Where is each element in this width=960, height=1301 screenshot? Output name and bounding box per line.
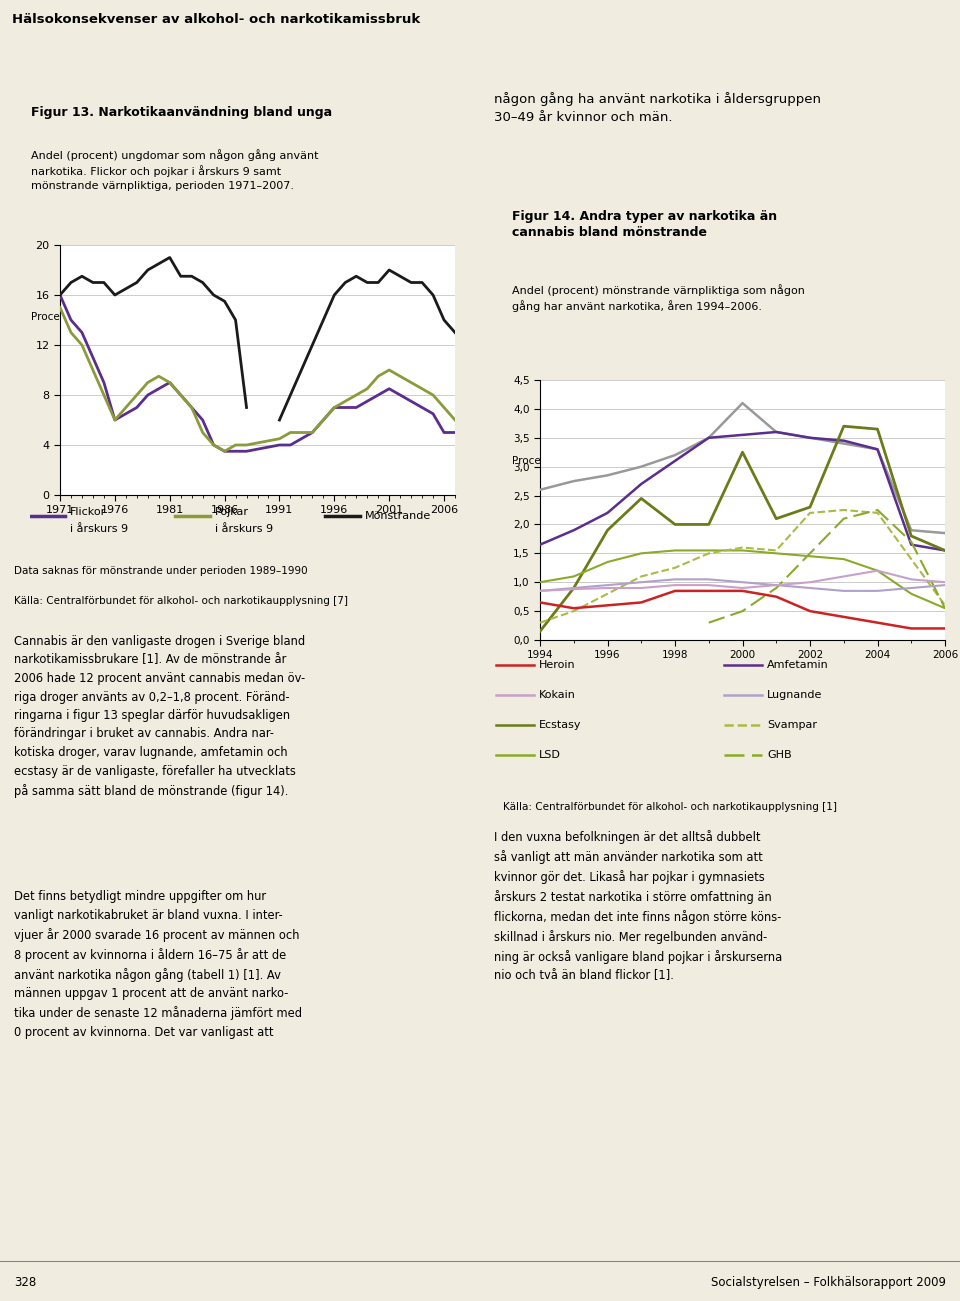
- Text: Det finns betydligt mindre uppgifter om hur
vanligt narkotikabruket är bland vux: Det finns betydligt mindre uppgifter om …: [14, 890, 302, 1038]
- Text: Källa: Centralförbundet för alkohol- och narkotikaupplysning [7]: Källa: Centralförbundet för alkohol- och…: [14, 596, 348, 606]
- Text: 328: 328: [14, 1276, 36, 1289]
- Text: Cannabis är den vanligaste drogen i Sverige bland
narkotikamissbrukare [1]. Av d: Cannabis är den vanligaste drogen i Sver…: [14, 635, 305, 798]
- Text: i årskurs 9: i årskurs 9: [215, 524, 274, 533]
- Text: Andel (procent) mönstrande värnpliktiga som någon
gång har använt narkotika, åre: Andel (procent) mönstrande värnpliktiga …: [513, 284, 805, 312]
- Text: någon gång ha använt narkotika i åldersgruppen
30–49 år kvinnor och män.: någon gång ha använt narkotika i åldersg…: [494, 92, 821, 125]
- Text: Lugnande: Lugnande: [767, 690, 823, 700]
- Text: LSD: LSD: [539, 749, 561, 760]
- Text: I den vuxna befolkningen är det alltså dubbelt
så vanligt att män använder narko: I den vuxna befolkningen är det alltså d…: [494, 830, 782, 982]
- Text: Ecstasy: Ecstasy: [539, 719, 582, 730]
- Text: GHB: GHB: [767, 749, 792, 760]
- Text: i årskurs 9: i årskurs 9: [70, 524, 128, 533]
- Text: Pojkar: Pojkar: [215, 507, 249, 518]
- Text: Procent: Procent: [513, 455, 552, 466]
- Text: Andel (procent) ungdomar som någon gång använt
narkotika. Flickor och pojkar i å: Andel (procent) ungdomar som någon gång …: [31, 148, 319, 191]
- Text: Amfetamin: Amfetamin: [767, 660, 828, 670]
- Text: Svampar: Svampar: [767, 719, 817, 730]
- Text: Figur 14. Andra typer av narkotika än
cannabis bland mönstrande: Figur 14. Andra typer av narkotika än ca…: [513, 211, 778, 239]
- Text: Socialstyrelsen – Folkhälsorapport 2009: Socialstyrelsen – Folkhälsorapport 2009: [710, 1276, 946, 1289]
- Text: Figur 13. Narkotikaanvändning bland unga: Figur 13. Narkotikaanvändning bland unga: [31, 107, 332, 120]
- Text: Procent: Procent: [31, 312, 70, 323]
- Text: Heroin: Heroin: [539, 660, 576, 670]
- Text: Flickor: Flickor: [70, 507, 107, 518]
- Text: Hälsokonsekvenser av alkohol- och narkotikamissbruk: Hälsokonsekvenser av alkohol- och narkot…: [12, 13, 420, 26]
- Text: Kokain: Kokain: [539, 690, 576, 700]
- Text: Data saknas för mönstrande under perioden 1989–1990: Data saknas för mönstrande under periode…: [14, 566, 307, 576]
- Text: Källa: Centralförbundet för alkohol- och narkotikaupplysning [1]: Källa: Centralförbundet för alkohol- och…: [503, 803, 837, 813]
- Text: Mönstrande: Mönstrande: [365, 510, 431, 520]
